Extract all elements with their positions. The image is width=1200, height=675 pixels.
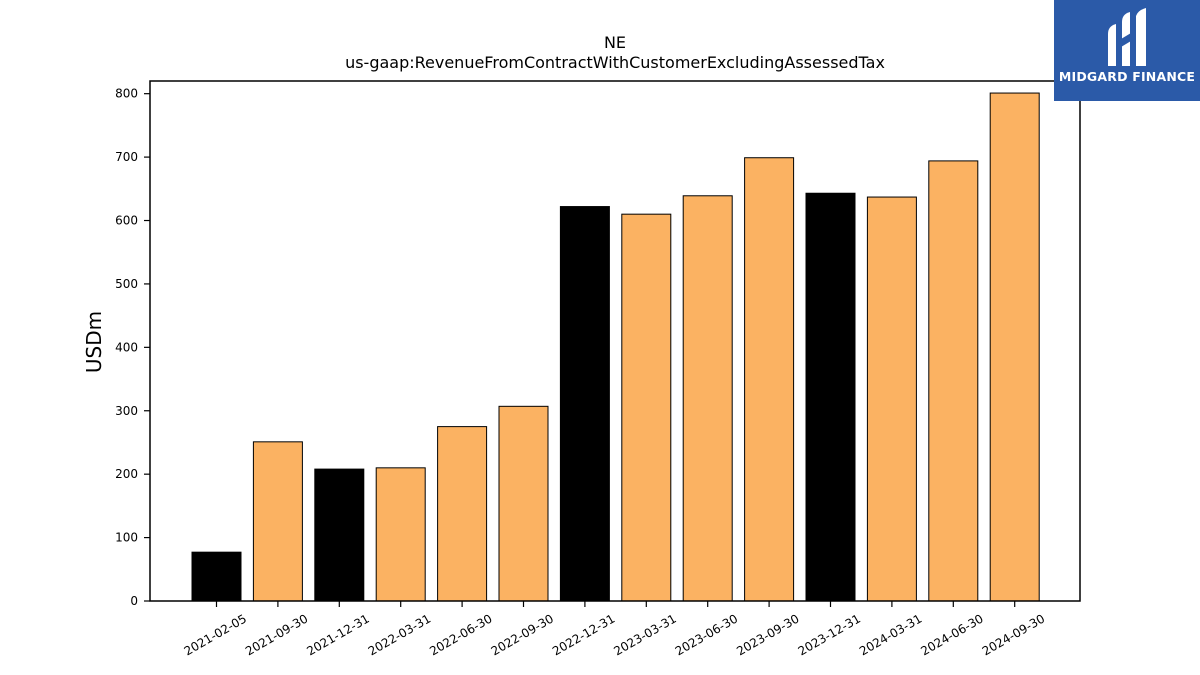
x-tick-label: 2023-06-30: [673, 611, 740, 658]
x-tick-label: 2022-09-30: [489, 611, 556, 658]
x-tick-label: 2024-03-31: [857, 611, 924, 658]
y-tick-label: 200: [115, 467, 138, 481]
logo-text: MIDGARD FINANCE: [1058, 69, 1196, 84]
bar-2024-09-30: [989, 92, 1040, 602]
bar-2023-03-31: [621, 213, 672, 602]
x-tick-label: 2022-03-31: [366, 611, 433, 658]
bar-2021-02-05: [191, 551, 242, 602]
x-tick-label: 2023-03-31: [611, 611, 678, 658]
x-tick-label: 2023-12-31: [796, 611, 863, 658]
bar-2023-12-31: [805, 192, 856, 602]
y-tick-label: 0: [130, 594, 138, 608]
x-tick-label: 2021-09-30: [243, 611, 310, 658]
bar-2021-12-31: [314, 468, 365, 602]
bars-group: [191, 92, 1040, 602]
midgard-logo-icon: [1108, 8, 1146, 66]
y-ticks-group: 0 100 200 300 400 500 600 700 800: [115, 87, 150, 608]
bar-2022-12-31: [559, 206, 610, 602]
bar-2022-06-30: [437, 426, 488, 602]
bar-2024-06-30: [928, 160, 979, 602]
chart-subtitle: us-gaap:RevenueFromContractWithCustomerE…: [345, 53, 885, 72]
midgard-finance-logo: MIDGARD FINANCE: [1054, 0, 1200, 101]
y-axis-label: USDm: [82, 311, 106, 373]
y-tick-label: 400: [115, 340, 138, 354]
plot-frame: [149, 80, 1081, 602]
y-tick-label: 100: [115, 531, 138, 545]
x-tick-label: 2022-12-31: [550, 611, 617, 658]
y-tick-label: 700: [115, 150, 138, 164]
chart-title: NE: [604, 33, 626, 52]
x-ticks-group: 2021-02-052021-09-302021-12-312022-03-31…: [182, 601, 1047, 658]
x-tick-label: 2023-09-30: [734, 611, 801, 658]
bar-2022-09-30: [498, 405, 549, 602]
y-tick-label: 300: [115, 404, 138, 418]
x-tick-label: 2021-12-31: [304, 611, 371, 658]
bar-2023-06-30: [682, 195, 733, 602]
x-tick-label: 2021-02-05: [182, 611, 249, 658]
y-tick-label: 500: [115, 277, 138, 291]
x-tick-label: 2022-06-30: [427, 611, 494, 658]
y-tick-label: 600: [115, 214, 138, 228]
bar-2023-09-30: [744, 157, 795, 602]
x-tick-label: 2024-09-30: [980, 611, 1047, 658]
bar-2024-03-31: [866, 196, 917, 602]
bar-2021-09-30: [252, 441, 303, 602]
bar-2022-03-31: [375, 467, 426, 602]
x-tick-label: 2024-06-30: [918, 611, 985, 658]
y-tick-label: 800: [115, 87, 138, 101]
